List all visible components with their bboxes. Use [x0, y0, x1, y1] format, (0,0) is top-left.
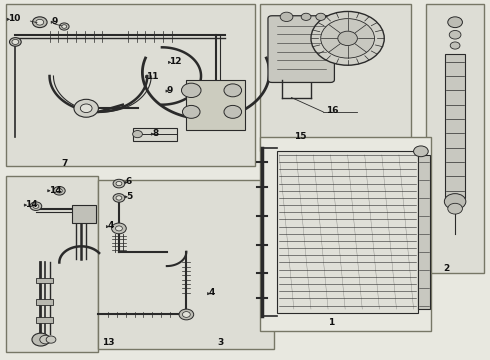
- Bar: [5, 4, 255, 166]
- Circle shape: [59, 23, 69, 30]
- Text: 13: 13: [102, 338, 115, 347]
- Text: 4: 4: [208, 288, 215, 297]
- Circle shape: [74, 99, 98, 117]
- Circle shape: [280, 12, 293, 22]
- Circle shape: [112, 223, 126, 234]
- Bar: [186, 80, 245, 130]
- Circle shape: [182, 312, 190, 318]
- Bar: [98, 180, 274, 348]
- Circle shape: [449, 31, 461, 39]
- Text: 1: 1: [328, 318, 334, 327]
- Circle shape: [62, 25, 67, 28]
- Text: 8: 8: [152, 129, 158, 138]
- Circle shape: [116, 226, 122, 231]
- Circle shape: [46, 336, 56, 343]
- Circle shape: [338, 31, 357, 45]
- Bar: [36, 278, 53, 283]
- Circle shape: [450, 42, 460, 49]
- Text: 15: 15: [294, 132, 306, 141]
- Text: 9: 9: [52, 17, 58, 26]
- Circle shape: [12, 40, 19, 44]
- Circle shape: [116, 181, 122, 186]
- Bar: [5, 176, 98, 352]
- Text: 6: 6: [126, 177, 132, 186]
- Circle shape: [40, 335, 51, 344]
- Circle shape: [182, 105, 200, 118]
- Circle shape: [32, 17, 47, 28]
- Circle shape: [9, 38, 21, 46]
- Text: 12: 12: [169, 57, 182, 66]
- Circle shape: [316, 13, 326, 21]
- Circle shape: [224, 105, 242, 118]
- Bar: [72, 205, 96, 223]
- Text: 11: 11: [147, 72, 159, 81]
- Circle shape: [116, 196, 122, 200]
- Circle shape: [444, 194, 466, 210]
- Circle shape: [224, 84, 242, 97]
- Circle shape: [113, 179, 125, 188]
- Circle shape: [179, 309, 194, 320]
- Circle shape: [113, 194, 125, 202]
- Text: 10: 10: [8, 14, 21, 23]
- Circle shape: [30, 202, 42, 211]
- Bar: [426, 4, 485, 273]
- FancyBboxPatch shape: [268, 16, 334, 82]
- Text: 5: 5: [126, 192, 132, 201]
- Circle shape: [80, 104, 92, 113]
- Text: 3: 3: [217, 338, 223, 347]
- Circle shape: [301, 13, 311, 21]
- Bar: [36, 299, 53, 305]
- Text: 2: 2: [443, 265, 449, 274]
- Circle shape: [321, 19, 374, 58]
- Text: 9: 9: [167, 86, 173, 95]
- Text: 7: 7: [62, 159, 68, 168]
- Circle shape: [414, 146, 428, 157]
- Text: 4: 4: [107, 221, 114, 230]
- Bar: [260, 137, 431, 330]
- Circle shape: [33, 204, 39, 208]
- Circle shape: [36, 19, 44, 25]
- Circle shape: [53, 186, 65, 195]
- Text: 16: 16: [326, 105, 338, 114]
- Bar: [277, 151, 418, 313]
- Bar: [418, 155, 430, 309]
- Circle shape: [448, 203, 463, 214]
- Circle shape: [181, 83, 201, 98]
- Bar: [445, 54, 465, 198]
- Circle shape: [56, 189, 62, 193]
- Bar: [133, 128, 176, 140]
- Text: 14: 14: [49, 185, 61, 194]
- Bar: [36, 317, 53, 323]
- Circle shape: [133, 131, 143, 138]
- Bar: [260, 4, 411, 151]
- Circle shape: [32, 333, 49, 346]
- Text: 14: 14: [25, 200, 38, 209]
- Circle shape: [448, 17, 463, 28]
- Circle shape: [311, 12, 384, 65]
